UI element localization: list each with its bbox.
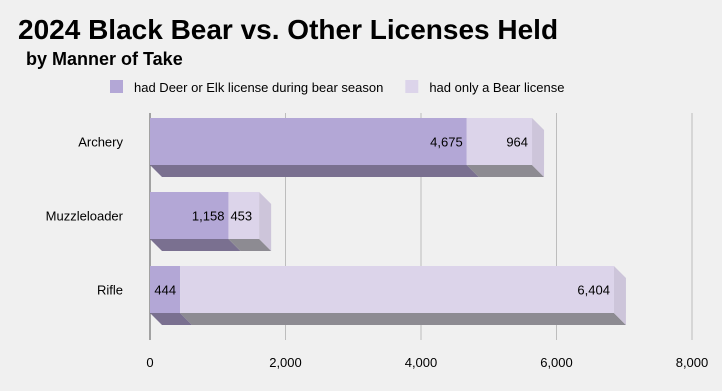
x-tick-label-4000: 4,000 xyxy=(405,355,438,370)
bar-bottom-face-muzzleloader-2 xyxy=(228,239,272,251)
legend-swatch-had-deer-or-elk-license-during-bear-season xyxy=(110,80,123,93)
category-label-rifle: Rifle xyxy=(97,283,123,298)
bar-muzzleloader-had-only-a-bear-license xyxy=(228,192,260,239)
bar-muzzleloader-had-deer-or-elk-license-during-bear-season xyxy=(150,192,229,239)
legend-label-had-only-a-bear-license: had only a Bear license xyxy=(429,80,564,95)
bar-archery-had-deer-or-elk-license-during-bear-season xyxy=(150,118,467,165)
bar-bottom-face-rifle-2 xyxy=(180,313,626,325)
bar-bottom-face-rifle-1 xyxy=(150,313,193,325)
bar-bottom-face-archery-1 xyxy=(150,165,479,177)
bar-rifle-had-only-a-bear-license xyxy=(180,266,614,313)
x-tick-label-0: 0 xyxy=(146,355,153,370)
x-tick-label-8000: 8,000 xyxy=(676,355,709,370)
bar-end-face-muzzleloader xyxy=(259,192,272,251)
legend-swatch-had-only-a-bear-license xyxy=(405,80,419,93)
data-label-rifle-1: 444 xyxy=(154,283,176,298)
category-label-archery: Archery xyxy=(78,135,123,150)
data-label-archery-2: 964 xyxy=(506,135,528,150)
bar-bottom-face-muzzleloader-1 xyxy=(150,239,241,251)
bar-end-face-rifle xyxy=(613,266,626,325)
data-label-rifle-2: 6,404 xyxy=(577,283,610,298)
bar-end-face-archery xyxy=(532,118,545,177)
bar-archery-had-only-a-bear-license xyxy=(466,118,533,165)
category-label-muzzleloader: Muzzleloader xyxy=(46,209,124,224)
chart-subtitle: by Manner of Take xyxy=(26,49,183,69)
chart-title: 2024 Black Bear vs. Other Licenses Held xyxy=(18,14,559,45)
x-tick-label-6000: 6,000 xyxy=(540,355,573,370)
bar-bottom-face-archery-2 xyxy=(466,165,545,177)
legend-label-had-deer-or-elk-license-during-bear-season: had Deer or Elk license during bear seas… xyxy=(134,80,383,95)
bar-rifle-had-deer-or-elk-license-during-bear-season xyxy=(150,266,181,313)
data-label-muzzleloader-2: 453 xyxy=(230,209,252,224)
data-label-muzzleloader-1: 1,158 xyxy=(192,209,225,224)
data-label-archery-1: 4,675 xyxy=(430,135,463,150)
x-tick-label-2000: 2,000 xyxy=(269,355,302,370)
